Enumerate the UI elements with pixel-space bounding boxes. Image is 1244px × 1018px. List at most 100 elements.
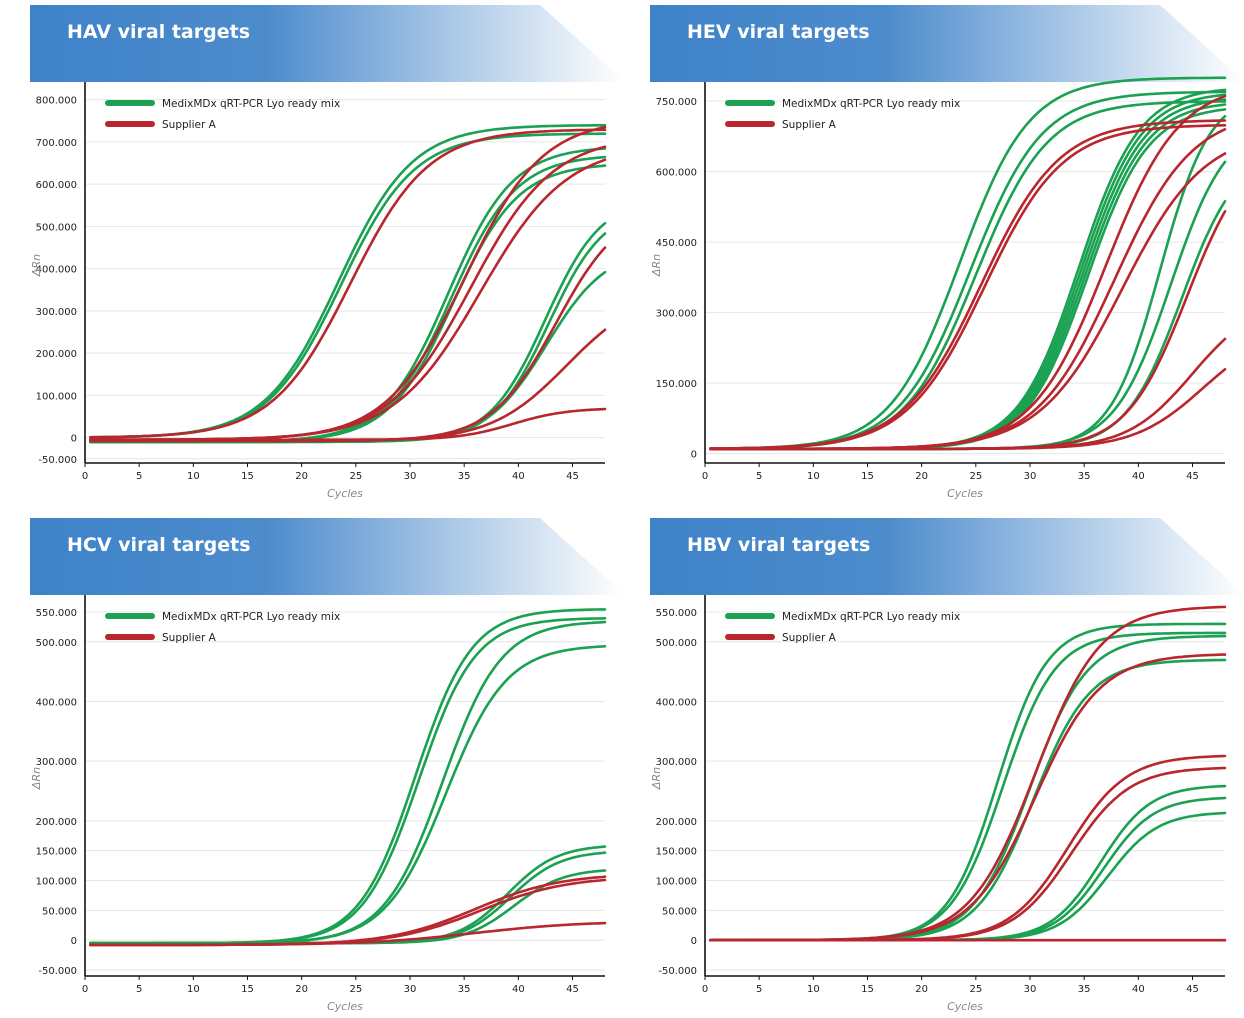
supplier-series-line [709,128,1227,451]
x-tick-label: 20 [915,984,928,995]
x-tick-label: 0 [82,471,88,482]
y-axis-label: ΔRn [650,767,663,790]
y-tick-label: 500.000 [656,638,697,649]
chart-title: HCV viral targets [67,534,251,556]
x-tick-label: 40 [512,984,525,995]
y-tick-label: -50.000 [658,966,697,977]
x-tick-label: 10 [187,471,200,482]
y-tick-label: 400.000 [36,697,77,708]
y-tick-label: -50.000 [38,966,77,977]
y-tick-label: 600.000 [656,168,697,179]
x-tick-label: 20 [295,984,308,995]
y-tick-label: 50.000 [662,906,697,917]
supplier-series-line [89,246,607,443]
medix-series-line [89,155,607,444]
y-tick-label: 50.000 [42,906,77,917]
medix-series-line [89,221,607,444]
supplier-series-line [89,407,607,442]
medix-series-line [709,160,1227,451]
chart-hcv: HCV viral targets -50.000 0 50.000 100.000 15… [30,518,625,1013]
y-tick-label: 0 [691,936,697,947]
y-axis-label: ΔRn [30,254,43,277]
y-tick-label: 500.000 [36,638,77,649]
y-tick-label: 150.000 [36,847,77,858]
supplier-series-line [709,124,1227,450]
x-tick-label: 5 [136,984,142,995]
x-tick-label: 30 [404,471,417,482]
chart-banner [30,5,625,82]
chart-panel-hav: HAV viral targets -50.000 0 100.000 200.000 3… [30,5,630,505]
medix-series-line [89,147,607,444]
x-tick-label: 30 [404,984,417,995]
legend-label: MedixMDx qRT-PCR Lyo ready mix [782,98,960,110]
x-tick-label: 15 [861,471,874,482]
chart-banner [650,5,1244,82]
x-axis-label: Cycles [327,1000,363,1013]
supplier-series-line [709,368,1227,451]
chart-panel-hev: HEV viral targets 0 150.000 300.000 450.000 6… [650,5,1244,505]
x-tick-label: 15 [861,984,874,995]
y-tick-label: 100.000 [36,391,77,402]
y-axis-label: ΔRn [650,254,663,277]
medix-series-line [709,631,1227,942]
x-tick-label: 5 [136,471,142,482]
chart-banner [30,518,625,595]
x-axis-label: Cycles [327,487,363,500]
legend-label: Supplier A [162,632,217,644]
chart-hev: HEV viral targets 0 150.000 300.000 450.000 6… [650,5,1244,500]
x-tick-label: 35 [458,471,471,482]
legend-label: Supplier A [162,119,217,131]
supplier-series-line [709,210,1227,451]
supplier-series-line [709,653,1227,942]
y-tick-label: 300.000 [656,309,697,320]
supplier-series-line [89,158,607,441]
x-tick-label: 40 [1132,984,1145,995]
y-tick-label: 0 [691,450,697,461]
x-tick-label: 40 [512,471,525,482]
x-tick-label: 5 [756,471,762,482]
chart-title: HBV viral targets [687,534,870,556]
x-tick-label: 25 [349,984,362,995]
x-tick-label: 35 [458,984,471,995]
x-tick-label: 45 [566,471,579,482]
x-tick-label: 25 [969,471,982,482]
y-tick-label: -50.000 [38,455,77,466]
y-tick-label: 800.000 [36,96,77,107]
x-tick-label: 45 [566,984,579,995]
x-tick-label: 20 [295,471,308,482]
x-tick-label: 10 [807,984,820,995]
y-tick-label: 150.000 [656,379,697,390]
supplier-series-line [709,152,1227,451]
chart-title: HAV viral targets [67,21,250,43]
x-tick-label: 45 [1186,471,1199,482]
medix-series-line [89,645,607,945]
supplier-series-line [709,605,1227,942]
x-tick-label: 40 [1132,471,1145,482]
y-tick-label: 200.000 [656,817,697,828]
supplier-series-line [709,337,1227,451]
supplier-series-line [89,128,607,439]
x-tick-label: 10 [807,471,820,482]
legend-label: MedixMDx qRT-PCR Lyo ready mix [162,98,340,110]
supplier-series-line [709,754,1227,942]
medix-series-line [709,784,1227,942]
legend-label: MedixMDx qRT-PCR Lyo ready mix [162,611,340,623]
y-tick-label: 0 [71,936,77,947]
chart-banner [650,518,1244,595]
chart-hav: HAV viral targets -50.000 0 100.000 200.000 3… [30,5,625,500]
x-tick-label: 15 [241,471,254,482]
y-tick-label: 100.000 [656,877,697,888]
x-tick-label: 25 [969,984,982,995]
x-tick-label: 30 [1024,984,1037,995]
chart-title: HEV viral targets [687,21,870,43]
x-tick-label: 25 [349,471,362,482]
medix-series-line [709,114,1227,451]
x-tick-label: 20 [915,471,928,482]
legend-label: Supplier A [782,632,837,644]
y-tick-label: 700.000 [36,138,77,149]
y-tick-label: 400.000 [36,265,77,276]
x-tick-label: 0 [82,984,88,995]
y-axis-label: ΔRn [30,767,43,790]
y-tick-label: 600.000 [36,180,77,191]
x-tick-label: 15 [241,984,254,995]
